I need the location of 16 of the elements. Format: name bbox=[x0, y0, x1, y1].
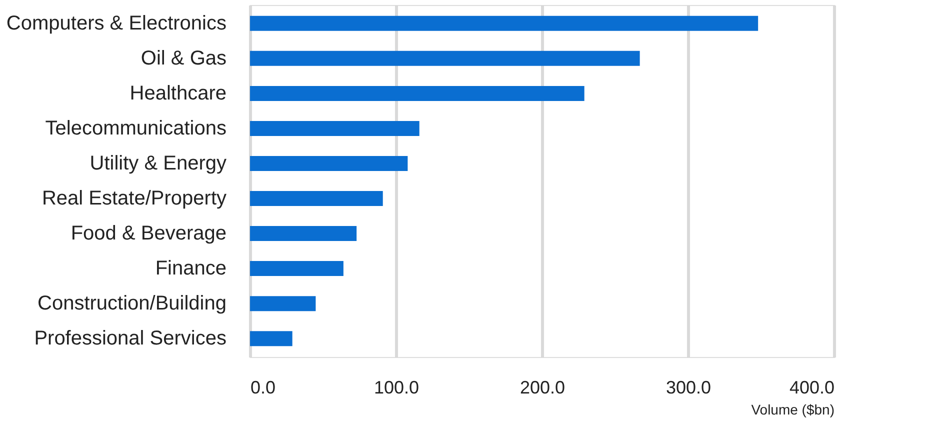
y-tick-label: Real Estate/Property bbox=[42, 188, 226, 210]
x-tick-label: 300.0 bbox=[666, 378, 712, 398]
x-tick-label: 200.0 bbox=[520, 378, 566, 398]
y-tick-label: Utility & Energy bbox=[90, 152, 226, 174]
y-tick-label: Food & Beverage bbox=[70, 222, 226, 245]
y-tick-label: Oil & Gas bbox=[140, 47, 226, 70]
y-tick-label: Telecommunications bbox=[45, 117, 226, 140]
y-tick-label: Computers & Electronics bbox=[6, 12, 226, 34]
x-tick-label: 100.0 bbox=[374, 378, 420, 398]
y-tick-label: Professional Services bbox=[34, 328, 226, 350]
x-axis-title: Volume ($bn) bbox=[751, 402, 834, 418]
y-tick-label: Finance bbox=[155, 258, 226, 280]
y-tick-label: Construction/Building bbox=[38, 292, 226, 315]
x-tick-label: 0.0 bbox=[250, 378, 276, 398]
y-tick-label: Healthcare bbox=[130, 82, 226, 104]
x-tick-label: 400.0 bbox=[789, 378, 834, 398]
